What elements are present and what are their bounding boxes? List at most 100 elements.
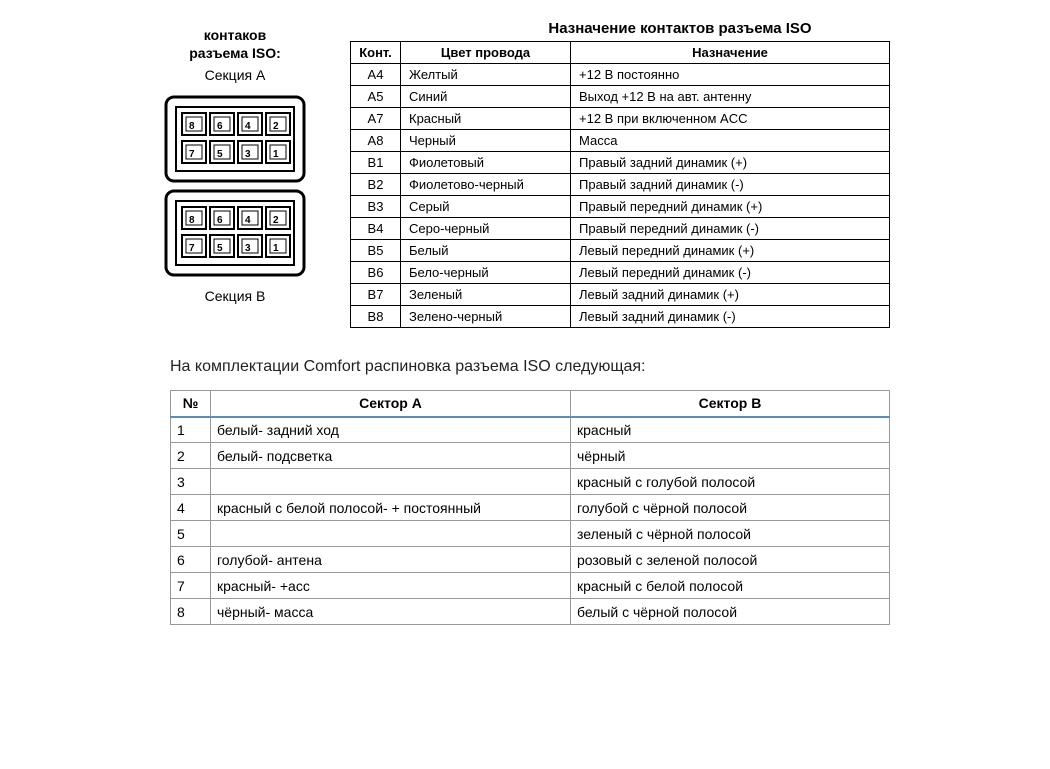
table-row: 6голубой- антенарозовый с зеленой полосо… [171, 547, 890, 573]
cell-kont: B1 [351, 152, 401, 174]
cell-color: Синий [401, 86, 571, 108]
cell-kont: B3 [351, 196, 401, 218]
cell-num: 6 [171, 547, 211, 573]
connector-title-1: контаков [160, 26, 310, 44]
connector-diagram: контаков разъема ISO: Секция А 8 6 4 2 7… [160, 20, 310, 305]
cell-sector-b: красный с белой полосой [571, 573, 890, 599]
svg-text:8: 8 [189, 215, 195, 226]
cell-sector-a: чёрный- масса [211, 599, 571, 625]
cell-kont: A8 [351, 130, 401, 152]
svg-text:2: 2 [273, 121, 279, 132]
cell-num: 4 [171, 495, 211, 521]
cell-sector-a: голубой- антена [211, 547, 571, 573]
col-purpose: Назначение [571, 42, 890, 64]
table-row: 3 красный с голубой полосой [171, 469, 890, 495]
cell-color: Белый [401, 240, 571, 262]
connector-title-2: разъема ISO: [160, 44, 310, 62]
cell-kont: B5 [351, 240, 401, 262]
col-sector-a: Сектор А [211, 391, 571, 417]
cell-color: Фиолетовый [401, 152, 571, 174]
svg-text:7: 7 [189, 243, 195, 254]
cell-sector-a: красный с белой полосой- + постоянный [211, 495, 571, 521]
comfort-intro-text: На комплектации Comfort распиновка разъе… [170, 358, 1010, 376]
table-row: B5БелыйЛевый передний динамик (+) [351, 240, 890, 262]
cell-sector-a [211, 469, 571, 495]
cell-color: Зелено-черный [401, 306, 571, 328]
table-row: A8ЧерныйМасса [351, 130, 890, 152]
svg-text:4: 4 [245, 215, 251, 226]
cell-sector-a: белый- подсветка [211, 443, 571, 469]
cell-num: 5 [171, 521, 211, 547]
cell-purpose: Масса [571, 130, 890, 152]
cell-kont: A5 [351, 86, 401, 108]
table-row: B1ФиолетовыйПравый задний динамик (+) [351, 152, 890, 174]
table-row: B6Бело-черныйЛевый передний динамик (-) [351, 262, 890, 284]
cell-color: Красный [401, 108, 571, 130]
table-row: B4Серо-черныйПравый передний динамик (-) [351, 218, 890, 240]
cell-num: 2 [171, 443, 211, 469]
pin-table-title: Назначение контактов разъема ISO [350, 20, 1010, 37]
svg-text:1: 1 [273, 149, 279, 160]
section-a-label: Секция А [160, 66, 310, 84]
table-row: B2Фиолетово-черныйПравый задний динамик … [351, 174, 890, 196]
comfort-pinout-table: № Сектор А Сектор В 1белый- задний ходкр… [170, 390, 890, 625]
cell-purpose: Левый задний динамик (-) [571, 306, 890, 328]
cell-kont: B8 [351, 306, 401, 328]
svg-text:6: 6 [217, 215, 223, 226]
cell-sector-b: чёрный [571, 443, 890, 469]
cell-kont: A7 [351, 108, 401, 130]
table-row: B8Зелено-черныйЛевый задний динамик (-) [351, 306, 890, 328]
cell-sector-a: красный- +асс [211, 573, 571, 599]
pin-assignment-table: Конт. Цвет провода Назначение A4Желтый+1… [350, 41, 890, 328]
cell-sector-b: розовый с зеленой полосой [571, 547, 890, 573]
svg-text:2: 2 [273, 215, 279, 226]
iso-connector-svg: 8 6 4 2 7 5 3 1 8 6 4 2 7 5 3 1 [160, 91, 310, 281]
cell-purpose: Правый задний динамик (-) [571, 174, 890, 196]
svg-text:4: 4 [245, 121, 251, 132]
cell-purpose: Левый передний динамик (-) [571, 262, 890, 284]
table-row: 1белый- задний ходкрасный [171, 417, 890, 443]
svg-text:5: 5 [217, 243, 223, 254]
table-row: 8чёрный- массабелый с чёрной полосой [171, 599, 890, 625]
cell-kont: B2 [351, 174, 401, 196]
cell-kont: A4 [351, 64, 401, 86]
cell-kont: B4 [351, 218, 401, 240]
cell-color: Зеленый [401, 284, 571, 306]
cell-purpose: Выход +12 В на авт. антенну [571, 86, 890, 108]
cell-sector-b: белый с чёрной полосой [571, 599, 890, 625]
section-b-label: Секция В [160, 287, 310, 305]
cell-purpose: Правый задний динамик (+) [571, 152, 890, 174]
cell-purpose: +12 В постоянно [571, 64, 890, 86]
table-row: B7ЗеленыйЛевый задний динамик (+) [351, 284, 890, 306]
table-row: 4красный с белой полосой- + постоянныйго… [171, 495, 890, 521]
cell-purpose: Левый задний динамик (+) [571, 284, 890, 306]
svg-text:8: 8 [189, 121, 195, 132]
col-kont: Конт. [351, 42, 401, 64]
cell-num: 3 [171, 469, 211, 495]
cell-sector-b: красный с голубой полосой [571, 469, 890, 495]
cell-purpose: Правый передний динамик (-) [571, 218, 890, 240]
cell-color: Серо-черный [401, 218, 571, 240]
svg-text:3: 3 [245, 243, 251, 254]
col-color: Цвет провода [401, 42, 571, 64]
svg-text:7: 7 [189, 149, 195, 160]
cell-kont: B7 [351, 284, 401, 306]
cell-color: Бело-черный [401, 262, 571, 284]
cell-purpose: Правый передний динамик (+) [571, 196, 890, 218]
table-row: 2белый- подсветкачёрный [171, 443, 890, 469]
table-row: B3СерыйПравый передний динамик (+) [351, 196, 890, 218]
cell-color: Фиолетово-черный [401, 174, 571, 196]
cell-num: 1 [171, 417, 211, 443]
svg-text:6: 6 [217, 121, 223, 132]
cell-sector-b: красный [571, 417, 890, 443]
cell-sector-a: белый- задний ход [211, 417, 571, 443]
cell-num: 8 [171, 599, 211, 625]
cell-color: Черный [401, 130, 571, 152]
col-sector-b: Сектор В [571, 391, 890, 417]
col-num: № [171, 391, 211, 417]
svg-text:3: 3 [245, 149, 251, 160]
cell-sector-b: зеленый с чёрной полосой [571, 521, 890, 547]
table-row: A4Желтый+12 В постоянно [351, 64, 890, 86]
cell-color: Серый [401, 196, 571, 218]
table-row: 5 зеленый с чёрной полосой [171, 521, 890, 547]
